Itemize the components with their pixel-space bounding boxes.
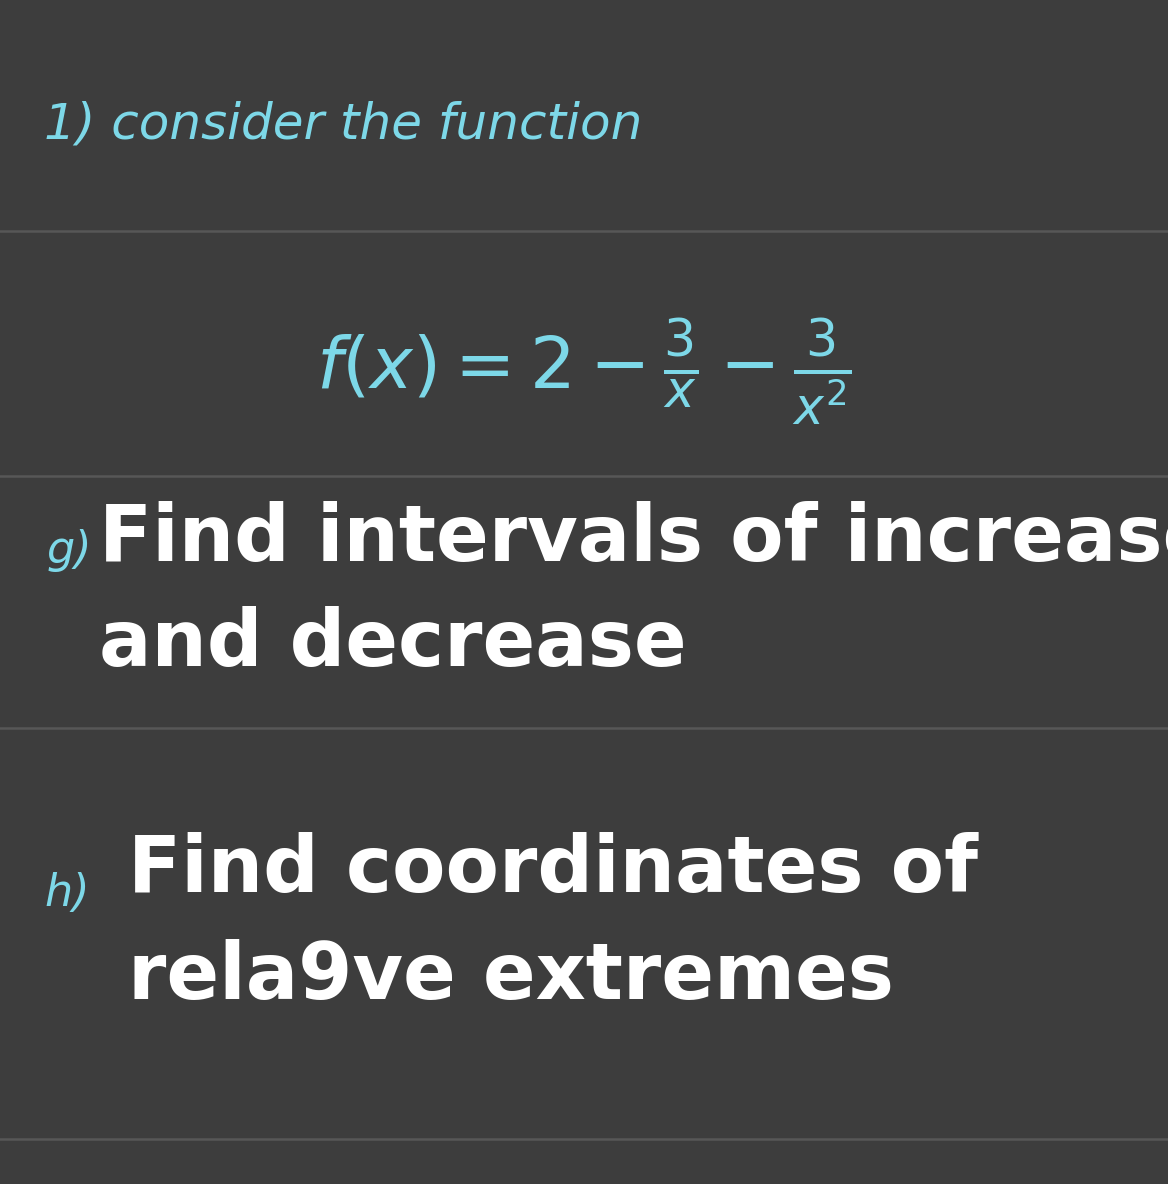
Text: $\mathit{f(x)} = 2 - \frac{3}{x} - \frac{3}{x^2}$: $\mathit{f(x)} = 2 - \frac{3}{x} - \frac… (317, 317, 851, 429)
Text: 1) consider the function: 1) consider the function (44, 101, 642, 148)
Text: and decrease: and decrease (99, 606, 687, 682)
Text: Find coordinates of: Find coordinates of (128, 832, 979, 908)
Text: Find intervals of increase: Find intervals of increase (99, 501, 1168, 577)
Text: h): h) (44, 873, 90, 915)
Text: g): g) (47, 529, 92, 572)
Text: rela9ve extremes: rela9ve extremes (128, 939, 895, 1015)
